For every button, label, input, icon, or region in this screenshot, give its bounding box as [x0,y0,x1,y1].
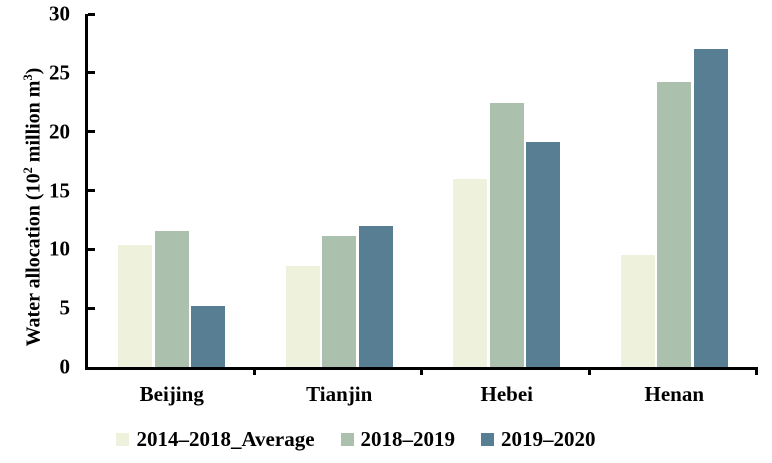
y-tick-mark-10 [88,247,95,251]
bar-hebei-series-3 [526,142,560,367]
x-category-label-henan: Henan [644,382,704,406]
legend-item-1: 2014–2018_Average [116,426,315,452]
x-tick-mark-3 [587,367,591,375]
y-tick-mark-25 [88,71,95,75]
bar-tianjin-series-1 [285,265,320,367]
y-tick-label-10: 10 [49,236,70,261]
bar-hebei-series-2 [489,103,524,367]
legend-swatch-1 [116,432,130,446]
x-category-label-tianjin: Tianjin [306,382,373,406]
x-category-label-beijing: Beijing [139,382,204,406]
x-tick-mark-4 [755,367,758,375]
legend-swatch-2 [340,432,354,446]
bar-tianjin-series-2 [322,236,356,367]
y-tick-label-0: 0 [59,354,71,379]
y-tick-mark-20 [88,130,95,134]
bar-beijing-series-3 [191,305,225,367]
y-tick-label-20: 20 [49,119,70,144]
y-tick-mark-30 [88,12,95,16]
y-tick-label-25: 25 [49,60,70,85]
legend-item-2: 2018–2019 [340,426,456,452]
y-tick-label-30: 30 [49,1,70,26]
legend-swatch-3 [481,432,495,446]
legend-label-2: 2018–2019 [360,427,456,451]
bar-henan-series-2 [657,82,691,367]
y-tick-label-15: 15 [49,178,70,202]
x-category-label-hebei: Hebei [480,382,534,406]
y-tick-mark-5 [88,306,95,310]
y-tick-mark-15 [88,189,95,192]
x-tick-mark-1 [252,367,256,375]
legend-label-1: 2014–2018_Average [136,427,315,451]
y-tick-label-5: 5 [59,295,71,320]
bar-hebei-series-1 [453,178,487,367]
bar-henan-series-1 [620,255,655,367]
bar-henan-series-3 [693,49,728,367]
x-tick-mark-2 [420,367,423,375]
legend-label-3: 2019–2020 [501,427,596,451]
legend: 2014–2018_Average 2018–2019 2019–2020 [0,424,742,454]
legend-item-3: 2019–2020 [481,426,596,452]
bar-tianjin-series-3 [358,225,393,367]
bar-beijing-series-1 [118,244,152,367]
y-axis-title-sup-2: 2 [21,167,35,174]
plot-area [85,12,758,375]
bar-beijing-series-2 [154,230,189,367]
